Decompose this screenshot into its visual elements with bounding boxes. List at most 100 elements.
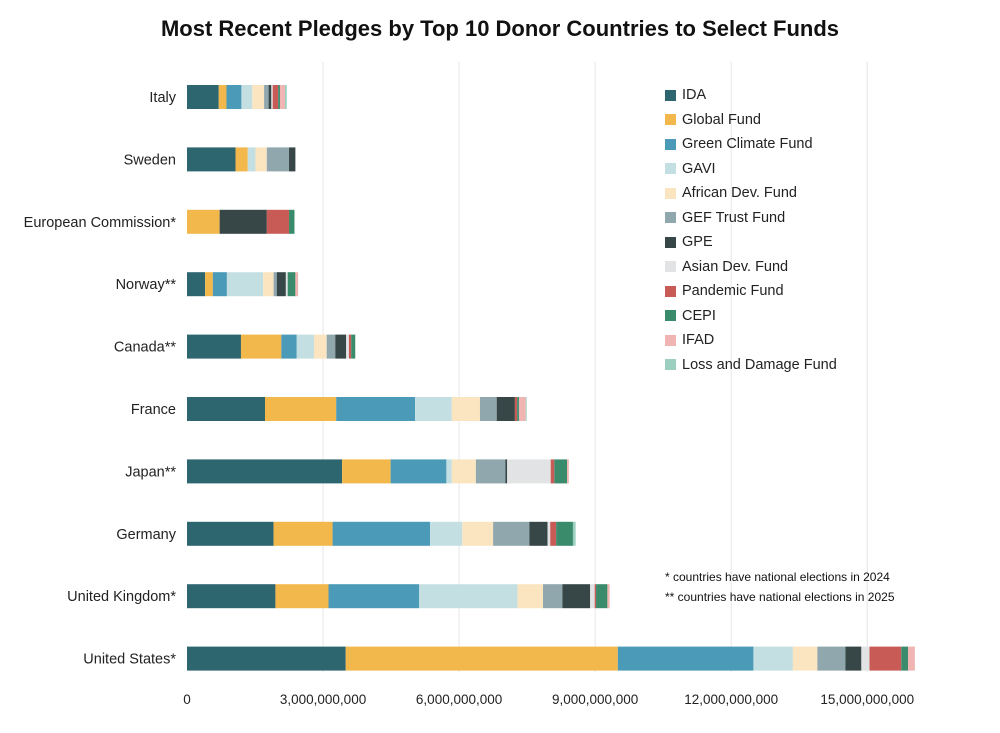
bar-cepi-united-kingdom: [596, 584, 608, 609]
bar-ifad-italy: [279, 85, 285, 109]
legend-item-gavi: GAVI: [665, 157, 837, 182]
bar-asian-dev-fund-united-kingdom: [590, 584, 595, 609]
bar-asian-dev-fund-united-states: [861, 646, 870, 671]
bar-gef-trust-fund-france: [479, 397, 497, 421]
bar-gavi-italy: [241, 85, 253, 109]
x-tick-label: 0: [183, 692, 191, 707]
bar-cepi-japan: [554, 459, 568, 484]
bar-gavi-canada: [296, 334, 314, 359]
category-label: Italy: [149, 90, 176, 106]
bar-pandemic-fund-united-states: [869, 646, 902, 671]
legend-item-ifad: IFAD: [665, 328, 837, 353]
legend-swatch: [665, 359, 676, 371]
legend-label: African Dev. Fund: [682, 185, 797, 202]
bar-asian-dev-fund-canada: [346, 334, 349, 359]
legend-label: Asian Dev. Fund: [682, 258, 789, 275]
category-label: France: [131, 402, 176, 418]
category-label: Sweden: [124, 152, 176, 168]
bar-global-fund-norway: [205, 272, 213, 297]
footnotes: * countries have national elections in 2…: [665, 567, 895, 607]
bar-gpe-france: [496, 397, 515, 421]
bar-global-fund-germany: [273, 521, 333, 546]
bar-loss-and-damage-fund-italy: [284, 85, 287, 109]
category-label: United States*: [83, 652, 176, 668]
bar-ida-united-kingdom: [187, 584, 276, 609]
bar-loss-and-damage-fund-germany: [572, 521, 576, 546]
bar-pandemic-fund-european-commission: [266, 209, 290, 234]
bar-ida-france: [187, 397, 266, 421]
bar-pandemic-fund-canada: [348, 334, 352, 359]
bars: [187, 85, 915, 671]
bar-cepi-norway: [287, 272, 296, 297]
bar-cepi-france: [517, 397, 519, 421]
bar-gavi-germany: [430, 521, 463, 546]
gridlines: [322, 62, 868, 672]
legend-item-green-climate-fund: Green Climate Fund: [665, 132, 837, 157]
bar-green-climate-fund-united-states: [617, 646, 754, 671]
legend-label: Green Climate Fund: [682, 136, 813, 153]
bar-asian-dev-fund-italy: [271, 85, 273, 109]
legend-swatch: [665, 285, 676, 297]
bar-green-climate-fund-japan: [390, 459, 447, 484]
bar-ifad-norway: [295, 272, 299, 297]
bar-cepi-united-states: [901, 646, 909, 671]
category-labels: Italy Sweden European Commission* Norway** C…: [24, 90, 177, 668]
legend-label: IDA: [682, 87, 707, 104]
bar-gef-trust-fund-canada: [326, 334, 336, 359]
legend-item-asian-dev-fund: Asian Dev. Fund: [665, 255, 837, 280]
bar-ida-norway: [187, 272, 206, 297]
footnote-2025: ** countries have national elections in …: [665, 590, 895, 604]
bar-african-dev-fund-italy: [252, 85, 265, 109]
bar-ida-canada: [187, 334, 241, 359]
bar-loss-and-damage-fund-france: [525, 397, 527, 421]
bar-ifad-japan: [567, 459, 569, 484]
bar-gef-trust-fund-united-states: [817, 646, 846, 671]
x-axis-tick-labels: 0 3,000,000,000 6,000,000,000 9,000,000,000…: [183, 692, 914, 707]
category-label: Norway**: [116, 277, 177, 293]
bar-gpe-european-commission: [219, 209, 267, 234]
bar-green-climate-fund-united-kingdom: [328, 584, 420, 609]
bar-gef-trust-fund-japan: [475, 459, 506, 484]
bar-gavi-japan: [446, 459, 452, 484]
legend-label: Global Fund: [682, 111, 761, 128]
bar-cepi-italy: [278, 85, 280, 109]
bar-asian-dev-fund-japan: [507, 459, 551, 484]
bar-gef-trust-fund-united-kingdom: [542, 584, 563, 609]
bar-pandemic-fund-japan: [550, 459, 555, 484]
bar-ida-italy: [187, 85, 219, 109]
bar-gavi-united-states: [753, 646, 793, 671]
bar-african-dev-fund-united-states: [792, 646, 818, 671]
bar-global-fund-united-states: [345, 646, 618, 671]
legend-item-pandemic-fund: Pandemic Fund: [665, 279, 837, 304]
bar-global-fund-european-commission: [187, 209, 220, 234]
bar-global-fund-japan: [342, 459, 391, 484]
bar-gpe-united-kingdom: [562, 584, 591, 609]
bar-gef-trust-fund-germany: [493, 521, 530, 546]
bar-african-dev-fund-sweden: [255, 147, 267, 172]
legend-swatch: [665, 89, 676, 101]
x-tick-label: 9,000,000,000: [552, 692, 638, 707]
bar-gpe-italy: [268, 85, 272, 109]
bar-pandemic-fund-united-kingdom: [594, 584, 597, 609]
bar-green-climate-fund-germany: [332, 521, 431, 546]
legend-item-cepi: CEPI: [665, 304, 837, 329]
bar-green-climate-fund-norway: [212, 272, 227, 297]
bar-gpe-germany: [529, 521, 548, 546]
bar-ida-japan: [187, 459, 343, 484]
legend-swatch: [665, 187, 676, 199]
bar-global-fund-italy: [218, 85, 227, 109]
x-tick-label: 15,000,000,000: [820, 692, 914, 707]
legend-item-african-dev-fund: African Dev. Fund: [665, 181, 837, 206]
bar-global-fund-sweden: [235, 147, 248, 172]
legend-item-gef-trust-fund: GEF Trust Fund: [665, 206, 837, 231]
legend-swatch: [665, 261, 676, 273]
legend-item-global-fund: Global Fund: [665, 108, 837, 133]
bar-ida-sweden: [187, 147, 236, 172]
bar-african-dev-fund-japan: [451, 459, 476, 484]
bar-african-dev-fund-norway: [263, 272, 274, 297]
legend-label: GEF Trust Fund: [682, 209, 786, 226]
bar-asian-dev-fund-germany: [547, 521, 551, 546]
bar-gavi-norway: [226, 272, 264, 297]
bar-gpe-canada: [335, 334, 347, 359]
